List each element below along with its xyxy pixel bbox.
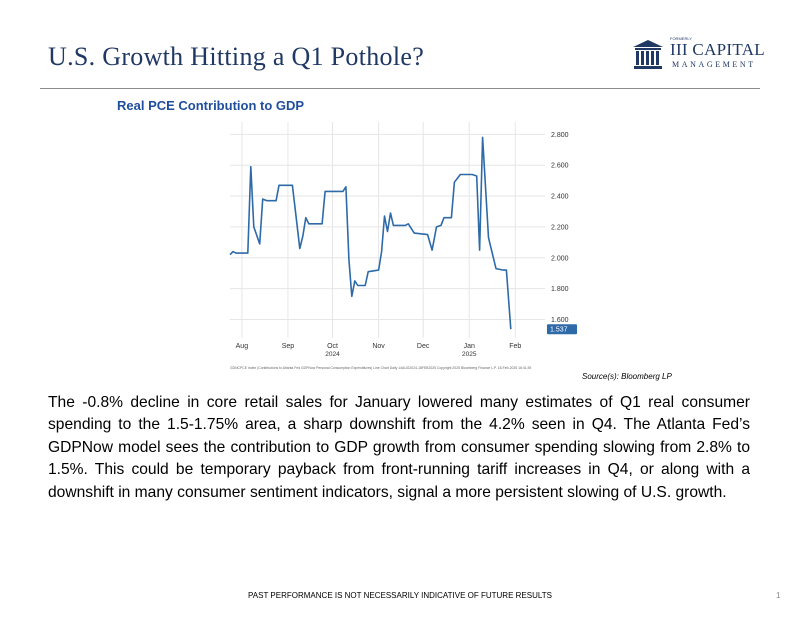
- y-tick-label: 2.000: [551, 255, 569, 262]
- performance-disclaimer: PAST PERFORMANCE IS NOT NECESSARILY INDI…: [248, 591, 552, 600]
- y-tick-label: 2.600: [551, 163, 569, 170]
- x-tick-label: Feb: [509, 343, 521, 350]
- last-value-label: 1.537: [550, 327, 568, 334]
- y-tick-label: 1.600: [551, 317, 569, 324]
- last-value-box: [547, 324, 577, 335]
- x-tick-label: Dec: [417, 343, 430, 350]
- year-label: 2025: [462, 351, 477, 358]
- title-divider: [40, 88, 760, 89]
- pce-line-chart: 1.600 1.800 2.000 2.200 2.400 2.600 2.800 Aug Se…: [229, 122, 577, 358]
- x-tick-label: Aug: [236, 343, 249, 350]
- y-tick-label: 2.800: [551, 132, 569, 139]
- x-tick-label: Nov: [372, 343, 385, 350]
- logo-brand-text: III CAPITAL: [670, 40, 765, 59]
- chart-title: Real PCE Contribution to GDP: [117, 98, 305, 113]
- commentary-paragraph: The -0.8% decline in core retail sales f…: [48, 394, 750, 501]
- y-tick-label: 2.200: [551, 224, 569, 231]
- company-logo: FORMERLY III CAPITAL MANAGEMENT: [630, 36, 765, 72]
- x-tick-label: Oct: [327, 343, 338, 350]
- slide-title: U.S. Growth Hitting a Q1 Pothole?: [48, 42, 425, 71]
- x-tick-label: Jan: [464, 343, 475, 350]
- page-number: 1: [776, 591, 781, 600]
- series-line: [229, 136, 512, 330]
- y-tick-label: 2.400: [551, 194, 569, 201]
- y-tick-label: 1.800: [551, 286, 569, 293]
- year-label: 2024: [325, 351, 340, 358]
- building-columns-icon: [633, 40, 663, 69]
- logo-tiny-text: FORMERLY: [670, 36, 692, 41]
- source-note: Source(s): Bloomberg LP: [582, 372, 672, 381]
- x-tick-label: Sep: [282, 343, 295, 350]
- chart-footnote: GDNCPCE Index (Contributions to Atlanta …: [230, 366, 532, 370]
- logo-subtext: MANAGEMENT: [672, 60, 756, 69]
